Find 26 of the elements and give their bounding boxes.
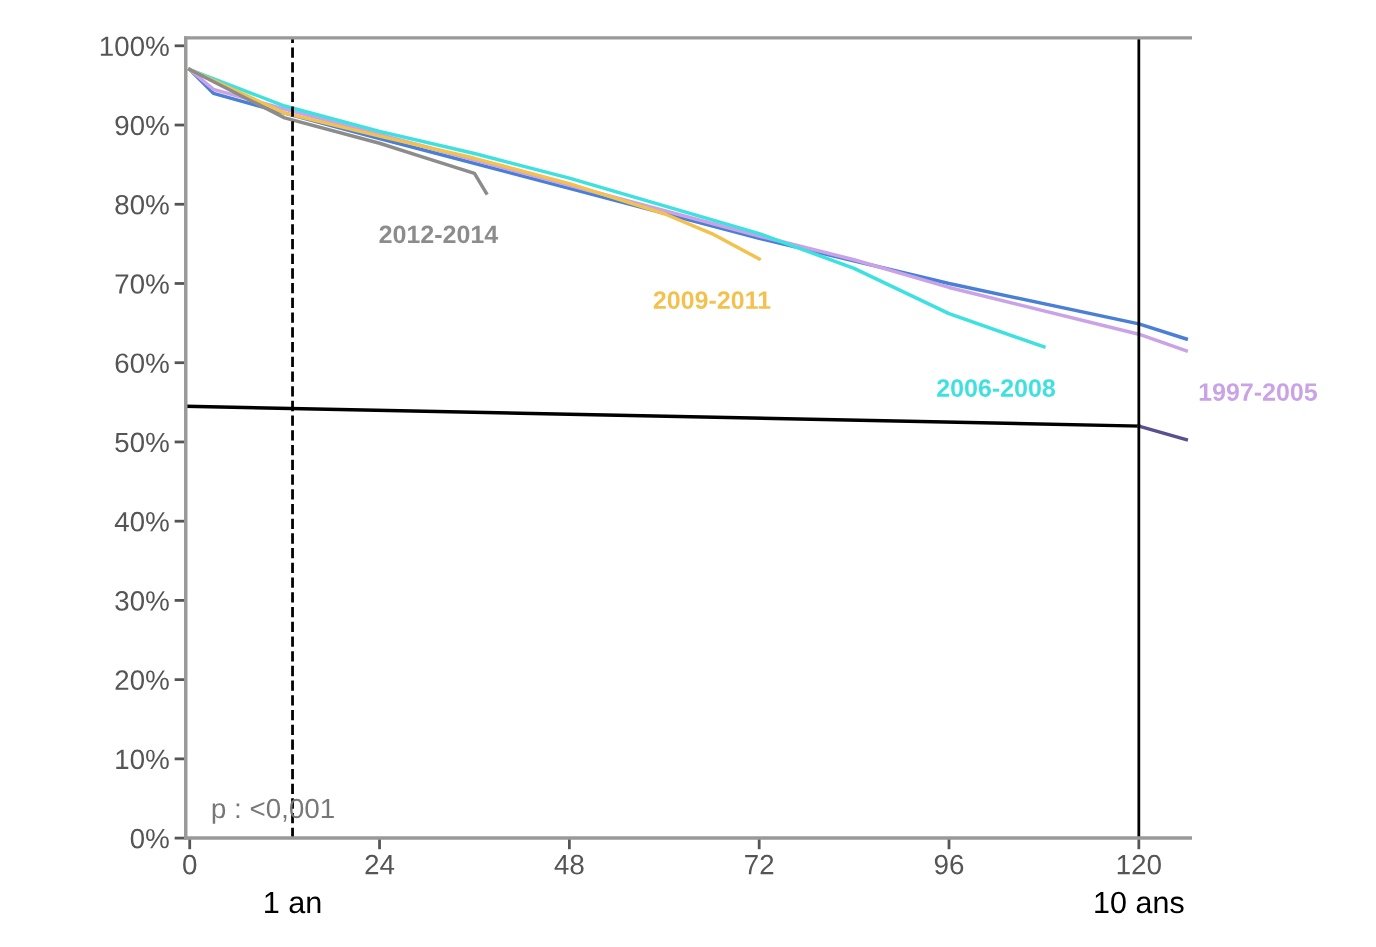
y-tick-label: 80% [115, 194, 169, 215]
y-tick-label: 50% [115, 432, 169, 453]
ref-line-label: 10 ans [1095, 891, 1184, 914]
x-tick-label: 96 [934, 854, 964, 875]
x-tick-label: 120 [1117, 854, 1161, 875]
x-tick-label: 24 [365, 854, 395, 875]
x-tick-label: 72 [745, 854, 774, 875]
x-tick-label: 0 [183, 854, 197, 875]
y-tick-label: 30% [115, 591, 169, 611]
y-tick-label: 40% [114, 511, 169, 532]
y-tick-label: 60% [115, 353, 169, 374]
y-tick-label: 0% [130, 828, 169, 849]
line-series [187, 67, 1046, 349]
y-tick-label: 10% [116, 749, 169, 770]
y-tick-label: 100% [100, 36, 169, 57]
y-tick-label: 90% [115, 115, 169, 136]
series-label: 2012-2014 [379, 225, 499, 244]
x-tick-label: 48 [554, 854, 584, 875]
series-label: 2009-2011 [653, 291, 771, 309]
line-series [187, 67, 489, 195]
y-tick-label: 70% [115, 274, 169, 294]
series-label: 1997-2005 [1199, 383, 1318, 401]
annotation: p : <0,001 [212, 798, 334, 824]
ref-line-label: 1 an [265, 891, 321, 914]
series-label: 2006-2008 [937, 379, 1056, 397]
y-tick-label: 20% [115, 670, 169, 690]
